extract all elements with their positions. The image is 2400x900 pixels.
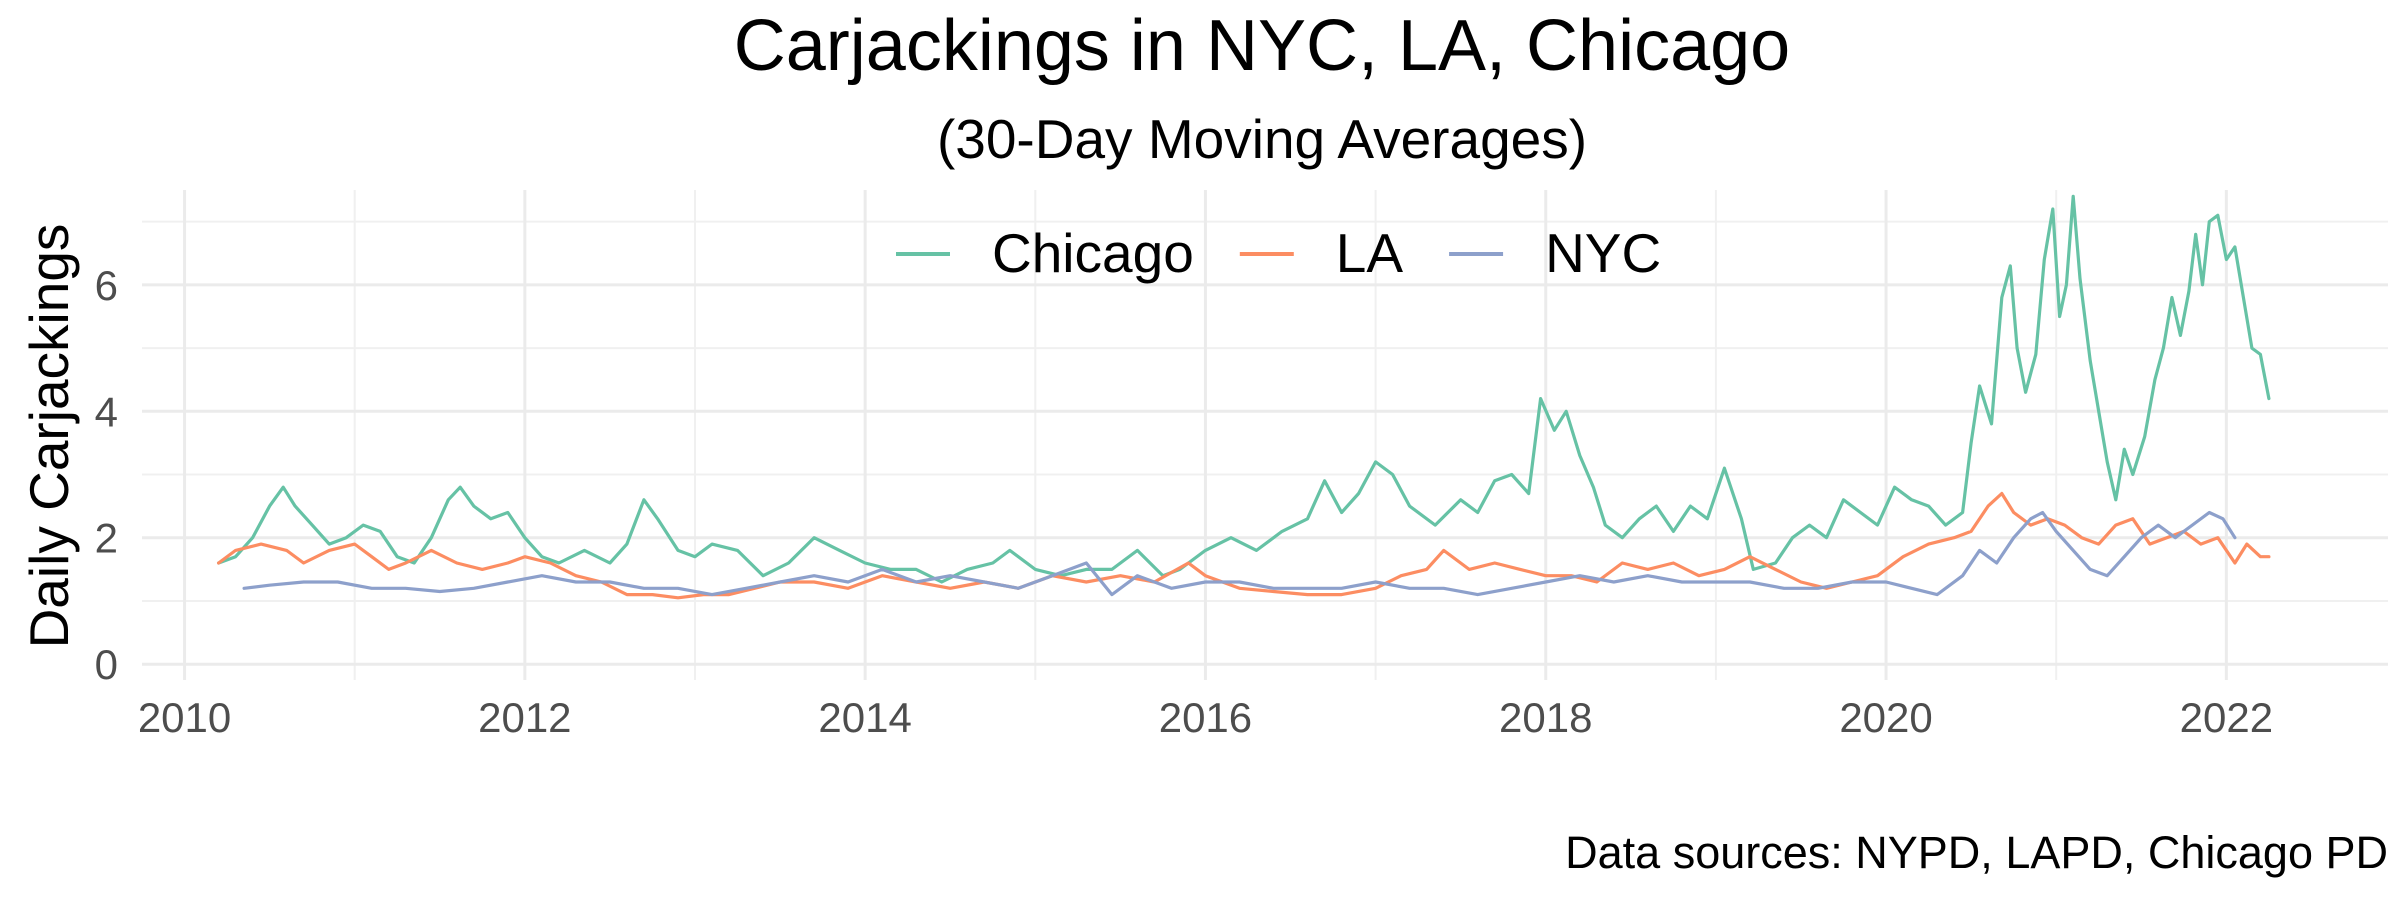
x-tick-label: 2020 [1839,694,1932,741]
x-tick-label: 2012 [478,694,571,741]
legend-label-la: LA [1336,222,1404,284]
x-axis-ticks: 2010 2012 2014 2016 2018 2020 2022 [138,694,2273,741]
series-lines [217,194,2271,600]
legend-label-nyc: NYC [1545,222,1661,284]
series-line-nyc [242,510,2237,597]
series-line-la [217,491,2271,600]
major-gridlines [142,190,2388,680]
x-tick-label: 2018 [1499,694,1592,741]
y-axis-label: Daily Carjackings [18,224,80,649]
y-axis-ticks: 0 2 4 6 [95,262,118,688]
y-tick-label: 2 [95,515,118,562]
x-tick-label: 2014 [818,694,911,741]
chart-title: Carjackings in NYC, LA, Chicago [734,6,1790,86]
legend: Chicago LA NYC [896,222,1661,284]
chart-subtitle: (30-Day Moving Averages) [937,108,1587,170]
series-line-chicago [217,194,2271,584]
legend-label-chicago: Chicago [992,222,1194,284]
chart-caption: Data sources: NYPD, LAPD, Chicago PD [1565,827,2388,878]
x-tick-label: 2022 [2180,694,2273,741]
y-tick-label: 4 [95,388,118,435]
x-tick-label: 2016 [1159,694,1252,741]
y-tick-label: 0 [95,641,118,688]
x-tick-label: 2010 [138,694,231,741]
y-tick-label: 6 [95,262,118,309]
minor-gridlines [142,190,2388,680]
